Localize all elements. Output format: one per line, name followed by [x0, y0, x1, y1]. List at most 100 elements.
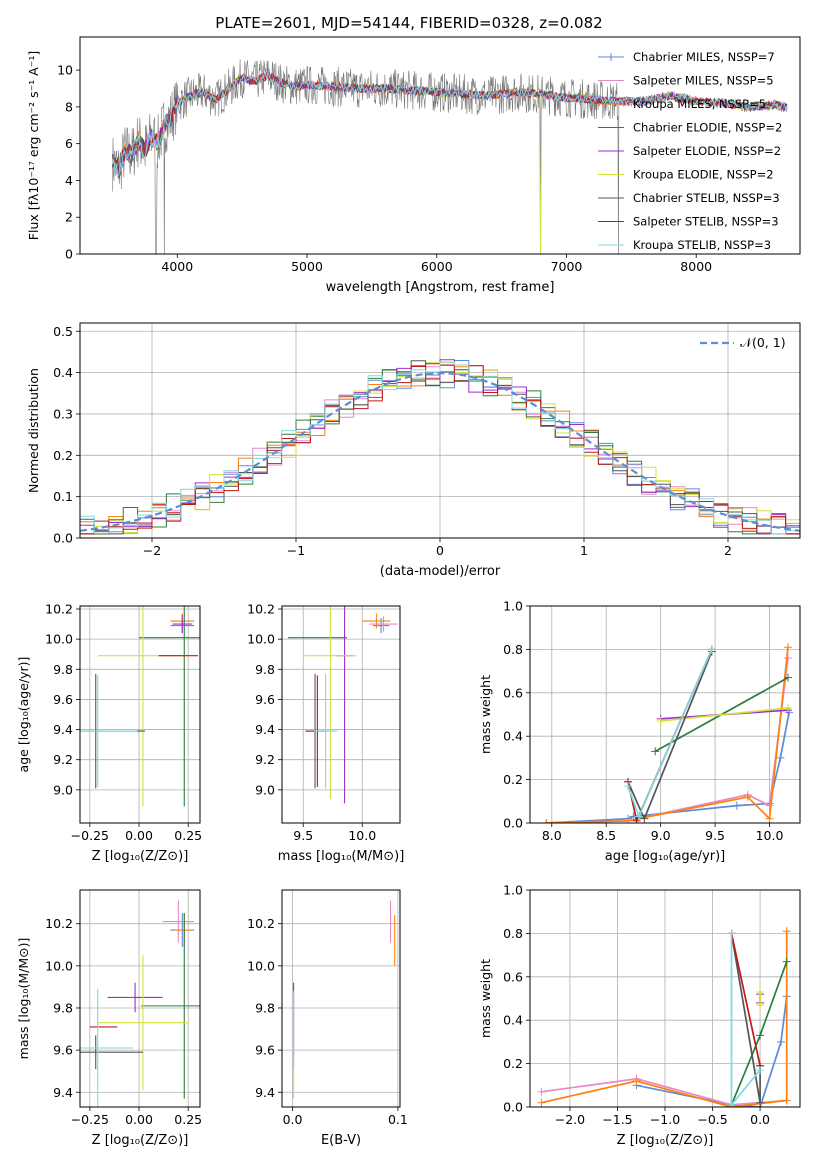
x-tick-label: −2.0 [555, 1112, 585, 1127]
y-tick-label: 0.5 [53, 324, 73, 339]
y-tick-label: 0.6 [503, 969, 523, 984]
x-tick-label: 0 [436, 543, 444, 558]
y-tick-label: 9.8 [255, 1000, 275, 1015]
y-tick-label: 0.2 [53, 448, 73, 463]
normal-curve [80, 371, 800, 532]
x-tick-label: 10.0 [348, 828, 376, 843]
y-tick-label: 9.8 [53, 1000, 73, 1015]
y-axis-label: mass weight [478, 959, 493, 1038]
y-tick-label: 9.6 [255, 1043, 275, 1058]
mass-weight-line [627, 649, 713, 819]
y-axis-label: mass weight [478, 675, 493, 754]
x-tick-label: −0.25 [71, 828, 109, 843]
x-tick-label: 8.5 [596, 828, 616, 843]
mass-weight-line [730, 933, 761, 1066]
y-tick-label: 9.0 [255, 782, 275, 797]
y-tick-label: 9.4 [255, 722, 275, 737]
y-tick-label: 0.4 [503, 1013, 523, 1028]
y-tick-label: 9.4 [255, 1085, 275, 1100]
y-axis-label: Flux [fλ10⁻¹⁷ erg cm⁻² s⁻¹ A⁻¹] [26, 51, 41, 240]
plot-area [542, 643, 794, 823]
y-tick-label: 10.2 [247, 916, 275, 931]
legend-entry: Salpeter MILES, NSSP=5 [633, 74, 774, 88]
x-tick-label: 0.1 [388, 1112, 408, 1127]
model-fit-line [111, 72, 788, 179]
y-tick-label: 0.8 [503, 926, 523, 941]
y-tick-label: 0.0 [53, 531, 73, 546]
x-tick-label: −1.5 [602, 1112, 632, 1127]
y-tick-label: 10.2 [45, 916, 73, 931]
legend-entry: Chabrier ELODIE, NSSP=2 [633, 121, 782, 135]
mass-weight-line [636, 996, 788, 1107]
x-axis-label: (data-model)/error [380, 564, 501, 579]
x-tick-label: 7000 [551, 259, 583, 274]
legend-entry: Chabrier STELIB, NSSP=3 [633, 191, 780, 205]
x-axis-label: age [log₁₀(age/yr)] [605, 849, 726, 864]
mass-weight-line [627, 649, 713, 823]
plot-area [111, 59, 788, 254]
y-tick-label: 0.4 [503, 729, 523, 744]
y-tick-label: 10.2 [247, 602, 275, 617]
x-tick-label: 9.0 [651, 828, 671, 843]
y-tick-label: 0.0 [503, 816, 523, 831]
x-tick-label: 10.0 [756, 828, 784, 843]
plot-area [80, 606, 200, 807]
mass-weight-line [546, 657, 789, 823]
plot-area [80, 359, 800, 535]
x-tick-label: −1 [287, 543, 305, 558]
y-tick-label: 9.8 [255, 662, 275, 677]
y-tick-label: 0 [65, 247, 73, 262]
mass-weight-line [541, 931, 788, 1107]
y-tick-label: 0.2 [503, 1056, 523, 1071]
y-tick-label: 1.0 [503, 599, 523, 614]
x-tick-label: −2 [143, 543, 161, 558]
legend-entry: Kroupa STELIB, NSSP=3 [633, 238, 771, 252]
axes-frame [529, 605, 801, 824]
y-tick-label: 0.8 [503, 642, 523, 657]
y-tick-label: 9.2 [255, 752, 275, 767]
y-tick-label: 9.0 [53, 782, 73, 797]
x-tick-label: 9.5 [293, 828, 313, 843]
y-axis-label: mass [log₁₀(M/M⊙)] [16, 938, 31, 1060]
plot-area [80, 900, 200, 1107]
x-tick-label: −0.5 [697, 1112, 727, 1127]
axes-frame [281, 889, 401, 1108]
panel-6: −0.25 0.00 0.25 9.4 9.6 9.8 10.0 10.2 Z [log₁₀(Z… [16, 889, 202, 1148]
y-tick-label: 9.6 [53, 692, 73, 707]
x-axis-label: wavelength [Angstrom, rest frame] [326, 280, 555, 295]
y-axis-label: Normed distribution [26, 368, 41, 493]
y-tick-label: 0.2 [503, 772, 523, 787]
chart-title: PLATE=2601, MJD=54144, FIBERID=0328, z=0… [215, 14, 602, 32]
legend-entry: Kroupa MILES, NSSP=5 [633, 97, 766, 111]
axes-frame [79, 889, 201, 1108]
y-tick-label: 10.2 [45, 602, 73, 617]
axes-frame [79, 322, 801, 539]
legend-entry: Kroupa ELODIE, NSSP=2 [633, 168, 774, 182]
x-axis-label: E(B-V) [321, 1133, 361, 1148]
x-tick-label: 4000 [161, 259, 193, 274]
plot-area [293, 900, 396, 1099]
x-tick-label: 8.0 [542, 828, 562, 843]
legend-entry: 𝒩(0, 1) [740, 335, 786, 350]
x-tick-label: 0.0 [283, 1112, 303, 1127]
panel-1: 4000 5000 6000 7000 8000 0 2 4 6 8 10 wavelength [A… [26, 36, 801, 295]
y-tick-label: 6 [65, 136, 73, 151]
x-tick-label: 0.0 [750, 1112, 770, 1127]
legend-entry: Salpeter ELODIE, NSSP=2 [633, 144, 781, 158]
axes-frame [529, 889, 801, 1108]
y-tick-label: 9.4 [53, 1085, 73, 1100]
y-tick-label: 0.0 [503, 1100, 523, 1115]
y-tick-label: 9.6 [53, 1043, 73, 1058]
axes-frame [79, 605, 201, 824]
x-tick-label: 5000 [291, 259, 323, 274]
x-tick-label: 2 [724, 543, 732, 558]
axes-frame [281, 605, 401, 824]
panel-2: −2 −1 0 1 2 0.0 0.1 0.2 0.3 0.4 0.5 (data-model)/er… [26, 322, 801, 579]
x-tick-label: −0.25 [71, 1112, 109, 1127]
panel-5: 8.0 8.5 9.0 9.5 10.0 0.0 0.2 0.4 0.6 0.8 1.0 age [l… [478, 599, 801, 864]
y-tick-label: 10.0 [45, 632, 73, 647]
y-tick-label: 10.0 [247, 958, 275, 973]
x-tick-label: 0.00 [125, 1112, 153, 1127]
y-tick-label: 10.0 [247, 632, 275, 647]
